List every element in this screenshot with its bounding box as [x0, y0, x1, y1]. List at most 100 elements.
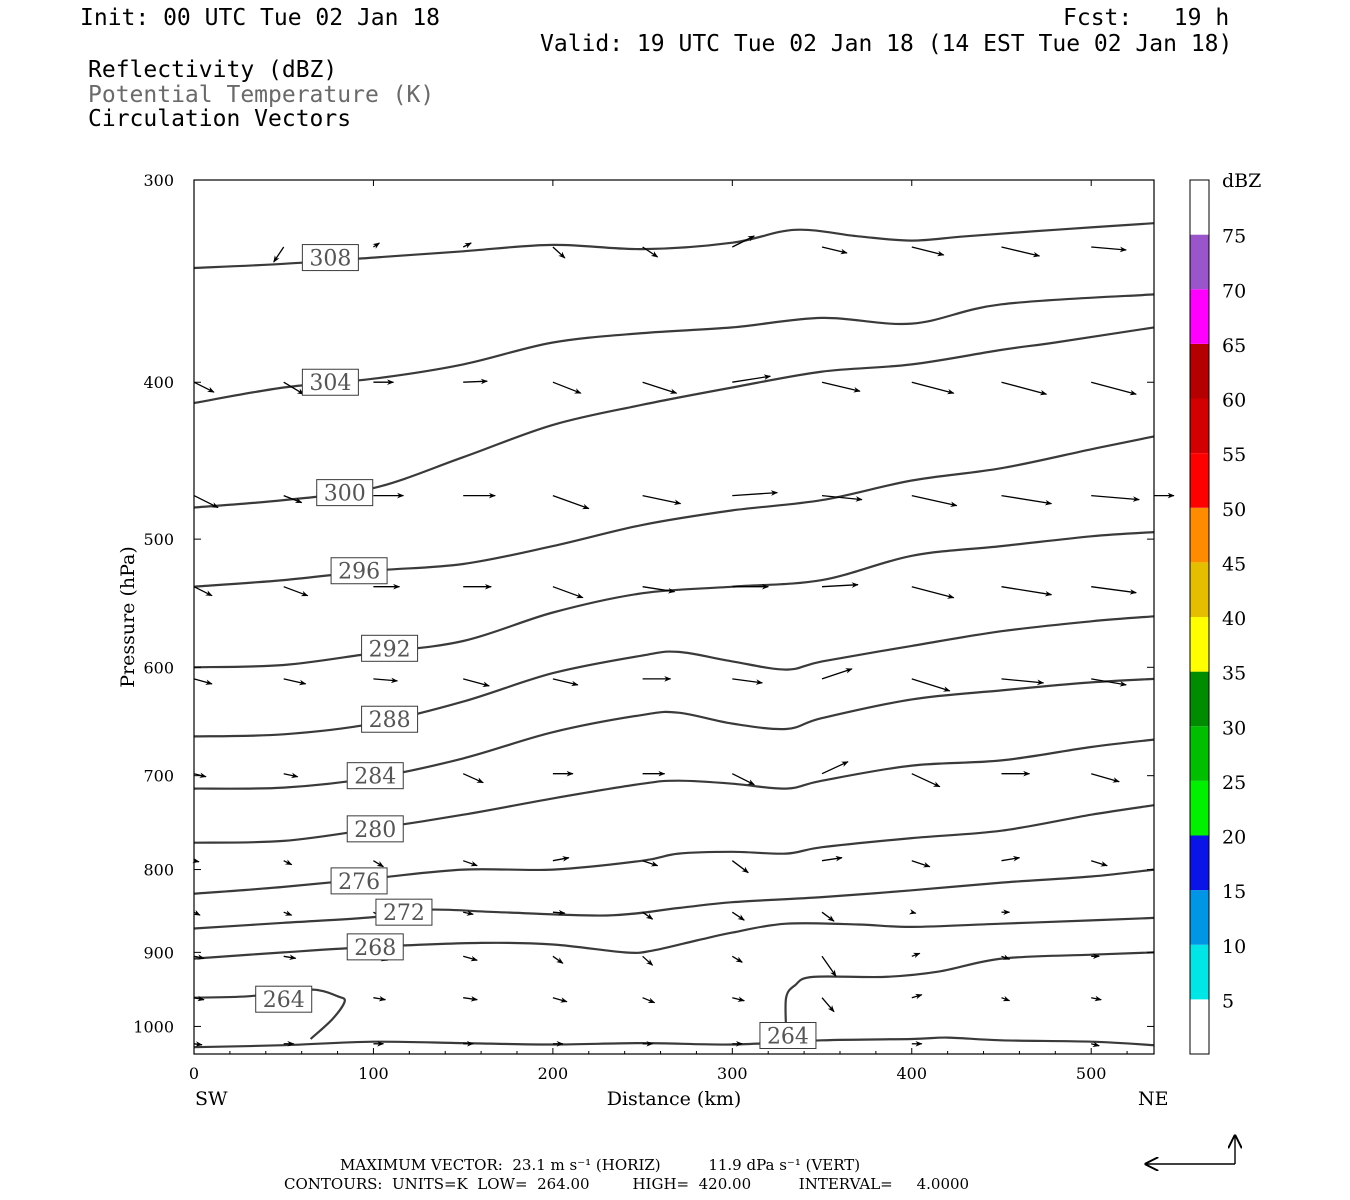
y-tick-label: 700: [143, 767, 174, 786]
contour-label-text: 296: [338, 560, 380, 585]
reference-vector: [1146, 1136, 1235, 1164]
colorbar-label: 15: [1222, 881, 1246, 903]
circulation-vector: [373, 995, 387, 1002]
circulation-vector: [463, 678, 490, 687]
contour-label-308: 308: [301, 244, 359, 272]
circulation-vector: [283, 859, 293, 866]
y-tick-label: 500: [143, 530, 174, 549]
circulation-vector: [911, 773, 941, 788]
axes: 0 100 200 300 400 500 300 400 500 600 700 800 900 100…: [133, 171, 1154, 1083]
circulation-vector: [192, 857, 200, 864]
circulation-vector: [911, 993, 923, 1000]
colorbar-segment: [1190, 453, 1209, 508]
circulation-vector: [193, 381, 215, 393]
circulation-vector: [732, 678, 763, 685]
contour-label-text: 284: [354, 765, 396, 790]
x-end-label-sw: SW: [195, 1088, 228, 1110]
contour-label-300: 300: [316, 479, 374, 507]
x-tick-label: 400: [896, 1064, 927, 1083]
colorbar-label: 55: [1222, 444, 1246, 466]
contour-label-text: 272: [383, 901, 425, 926]
contour-label-box: [255, 985, 313, 1013]
circulation-vector: [552, 909, 566, 916]
circulation-vector: [552, 586, 584, 599]
circulation-vector: [1001, 381, 1048, 396]
circulation-vector: [463, 378, 488, 385]
contour-label-text: 280: [354, 818, 396, 843]
circulation-vector: [821, 955, 837, 977]
colorbar-segment: [1190, 507, 1209, 563]
circulation-vector: [1091, 678, 1127, 687]
circulation-vector: [1001, 995, 1011, 1002]
circulation-vector: [731, 911, 745, 921]
field-circulation-vectors: Circulation Vectors: [88, 106, 352, 132]
theta-contour-264: [784, 951, 1155, 1030]
field-reflectivity: Reflectivity (dBZ): [88, 57, 338, 83]
colorbar-segment: [1190, 343, 1209, 399]
colorbar-label: 75: [1222, 226, 1246, 248]
colorbar-label: 20: [1222, 827, 1246, 849]
contour-label-text: 268: [354, 936, 396, 961]
x-end-label-ne: NE: [1138, 1088, 1169, 1110]
circulation-vector: [731, 955, 743, 963]
colorbar-segment: [1190, 726, 1209, 781]
contour-label-box: [346, 762, 404, 790]
circulation-vector: [462, 773, 484, 784]
circulation-vector: [1091, 494, 1140, 502]
theta-contour-284: [193, 677, 1155, 790]
colorbar-segment: [1190, 780, 1209, 836]
circulation-vector: [731, 860, 749, 874]
colorbar-segment: [1190, 999, 1209, 1054]
colorbar-label: 5: [1222, 990, 1234, 1012]
contour-label-box: [346, 933, 404, 961]
circulation-vector: [821, 761, 849, 775]
theta-contour-272: [193, 868, 1155, 930]
theta-contour-264: [193, 988, 346, 1040]
circulation-vector: [911, 494, 958, 507]
circulation-vector: [911, 678, 951, 692]
x-tick-label: 0: [189, 1064, 199, 1083]
circulation-vector: [642, 955, 654, 966]
maximum-vector-note: MAXIMUM VECTOR: 23.1 m s⁻¹ (HORIZ) 11.9 …: [340, 1156, 861, 1174]
theta-contours: [193, 222, 1155, 1049]
circulation-vector: [1001, 494, 1053, 506]
circulation-vector: [552, 678, 579, 687]
circulation-vector: [821, 911, 835, 922]
x-tick-label: 300: [717, 1064, 748, 1083]
contour-label-text: 264: [767, 1025, 809, 1050]
circulation-vector: [732, 996, 745, 1002]
colorbar-label: 70: [1222, 280, 1246, 302]
valid-time: Valid: 19 UTC Tue 02 Jan 18 (14 EST Tue …: [540, 31, 1233, 57]
circulation-vector: [642, 860, 659, 867]
colorbar-label: 25: [1222, 772, 1246, 794]
colorbar-segment: [1190, 890, 1209, 945]
colorbar-segment: [1190, 180, 1209, 235]
colorbar-segment: [1190, 835, 1209, 891]
circulation-vector: [283, 954, 297, 961]
circulation-vector: [642, 586, 676, 594]
circulation-vector: [462, 242, 472, 249]
circulation-vector: [1091, 860, 1108, 867]
x-tick-label: 500: [1076, 1064, 1107, 1083]
contour-label-284: 284: [346, 762, 404, 790]
circulation-vector: [193, 1041, 203, 1047]
circulation-vector: [1091, 995, 1102, 1002]
theta-contour-308: [193, 222, 1155, 270]
circulation-vector: [193, 586, 213, 597]
contour-label-text: 276: [338, 870, 380, 895]
contour-label-288: 288: [361, 705, 419, 733]
circulation-vector: [372, 242, 380, 249]
colorbar-segment: [1190, 562, 1209, 617]
theta-contour-264: [193, 1036, 1155, 1049]
circulation-vector: [911, 586, 955, 599]
x-tick-label: 200: [538, 1064, 569, 1083]
contour-label-box: [330, 867, 388, 895]
contour-label-272: 272: [375, 898, 433, 926]
colorbar-label: 60: [1222, 390, 1246, 412]
y-tick-label: 600: [143, 658, 174, 677]
circulation-vector: [552, 856, 570, 862]
circulation-vector: [909, 908, 917, 915]
colorbar-segment: [1190, 671, 1209, 727]
circulation-vector: [642, 246, 659, 258]
